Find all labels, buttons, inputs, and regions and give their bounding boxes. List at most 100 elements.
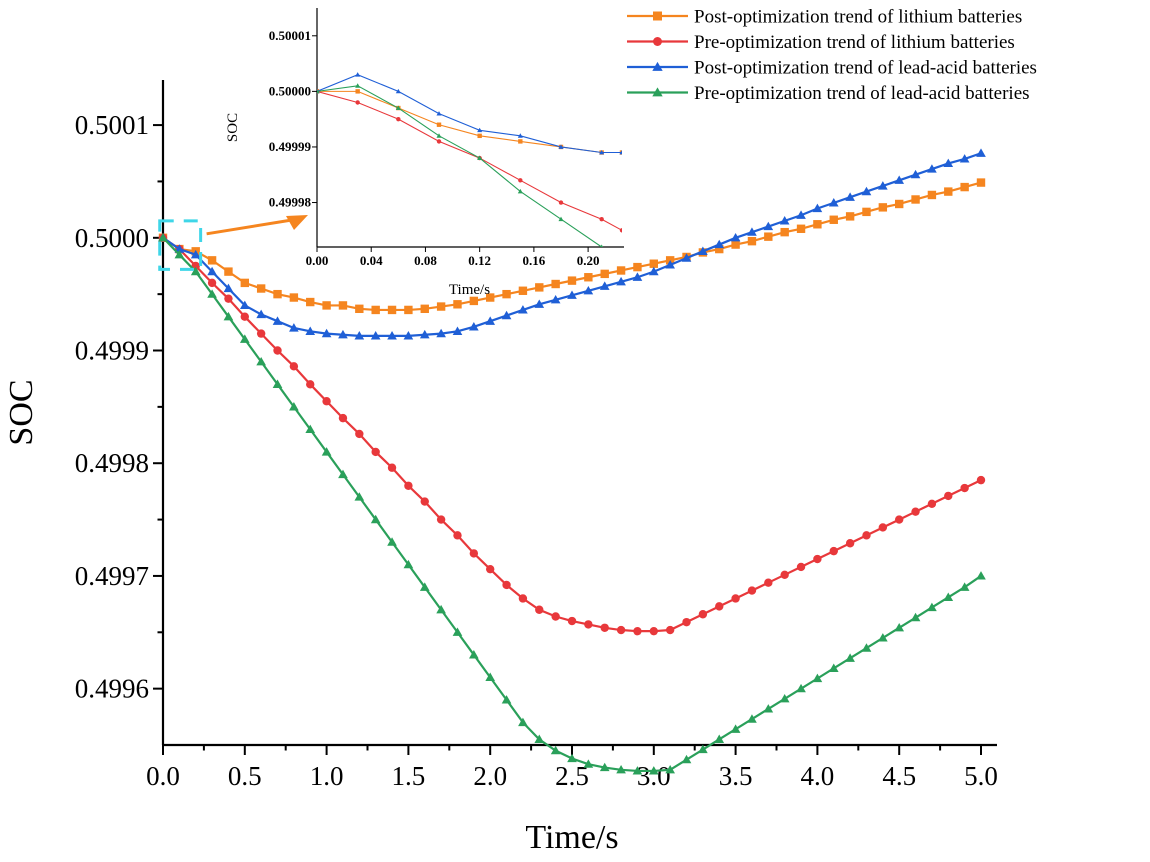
main-data-point	[550, 294, 561, 304]
main-data-point	[355, 429, 364, 439]
main-data-point	[878, 181, 888, 190]
main-data-point	[698, 246, 708, 255]
main-data-point	[239, 300, 250, 310]
main-data-point	[240, 278, 249, 288]
main-data-point	[338, 413, 348, 423]
inset-x-tick-label: 0.08	[414, 253, 437, 268]
main-x-tick-label: 5.0	[964, 761, 998, 791]
inset-data-point	[619, 256, 624, 260]
main-series-2	[158, 233, 986, 636]
inset-data-point	[436, 122, 442, 127]
main-data-point	[584, 620, 593, 629]
main-data-point	[813, 220, 822, 229]
main-data-point	[174, 249, 185, 259]
main-data-point	[878, 633, 888, 642]
main-data-point	[289, 362, 299, 371]
zoom-arrow	[206, 217, 299, 236]
main-data-point	[239, 334, 250, 343]
main-data-point	[780, 570, 789, 580]
main-data-point	[419, 329, 430, 339]
main-data-point	[273, 289, 282, 299]
main-data-point	[648, 766, 659, 775]
main-data-point	[796, 683, 806, 693]
main-y-tick-label: 0.4999	[75, 336, 149, 366]
main-data-point	[535, 605, 544, 614]
main-data-point	[698, 744, 708, 754]
main-data-point	[894, 175, 905, 184]
main-data-point	[306, 380, 315, 389]
main-data-point	[518, 305, 528, 314]
main-data-point	[272, 316, 283, 325]
main-data-point	[485, 316, 496, 325]
main-data-point	[960, 483, 969, 493]
inset-plot: 0.00 0.04 0.08 0.12 0.16 0.20 0.49998 0.49999 0.…	[225, 8, 624, 298]
zoom-box	[158, 219, 203, 271]
main-data-point	[223, 283, 234, 293]
main-data-point	[861, 643, 872, 652]
main-data-point	[714, 734, 725, 743]
main-data-point	[550, 745, 561, 755]
main-data-point	[764, 232, 773, 241]
main-data-point	[534, 734, 545, 743]
main-data-point	[469, 549, 479, 558]
inset-data-point	[517, 133, 523, 138]
main-data-point	[469, 650, 479, 659]
main-data-point	[681, 754, 692, 764]
main-x-tick-label: 1.0	[310, 761, 344, 791]
main-data-point	[764, 578, 773, 587]
main-data-point	[370, 514, 381, 524]
main-data-point	[763, 221, 774, 231]
main-data-point	[779, 216, 790, 225]
main-data-point	[715, 602, 724, 611]
main-data-point	[682, 617, 691, 627]
inset-series-1	[317, 89, 622, 155]
main-data-point	[338, 469, 348, 479]
inset-data-point	[436, 139, 442, 144]
main-data-point	[469, 322, 479, 331]
main-data-point	[452, 326, 463, 335]
main-data-point	[436, 302, 446, 311]
main-data-point	[976, 571, 986, 580]
main-data-point	[944, 187, 953, 196]
main-data-point	[256, 309, 266, 319]
main-data-point	[600, 623, 609, 632]
main-data-point	[747, 586, 757, 595]
inset-data-point	[355, 100, 360, 105]
inset-y-axis-title: SOC	[225, 113, 241, 142]
main-data-point	[567, 276, 577, 285]
main-data-point	[321, 447, 332, 456]
main-data-point	[845, 212, 855, 221]
main-data-point	[829, 215, 838, 224]
main-data-point	[714, 239, 725, 249]
main-data-point	[354, 492, 365, 501]
main-data-point	[583, 759, 594, 768]
main-data-point	[207, 278, 217, 288]
main-data-point	[371, 305, 380, 315]
main-data-point	[453, 531, 462, 540]
main-data-point	[779, 693, 790, 703]
legend-swatch-marker	[652, 61, 663, 71]
main-data-point	[633, 626, 642, 636]
inset-data-point	[395, 105, 401, 110]
main-data-point	[486, 293, 495, 302]
main-data-point	[927, 190, 937, 200]
main-data-point	[289, 402, 299, 411]
inset-series-line	[317, 74, 622, 154]
main-data-point	[534, 299, 545, 308]
inset-data-point	[395, 88, 401, 94]
main-data-point	[813, 554, 822, 564]
main-data-point	[501, 310, 512, 320]
main-data-point	[370, 331, 381, 340]
main-data-point	[894, 622, 905, 632]
main-data-point	[387, 537, 397, 546]
inset-data-point	[355, 72, 361, 77]
main-data-point	[403, 559, 414, 569]
inset-series-3	[317, 72, 622, 155]
main-data-point	[207, 289, 217, 298]
main-series-1	[158, 178, 986, 315]
main-series-line	[162, 237, 982, 773]
inset-data-point	[619, 228, 622, 233]
main-data-point	[895, 515, 904, 524]
main-data-point	[681, 253, 692, 262]
